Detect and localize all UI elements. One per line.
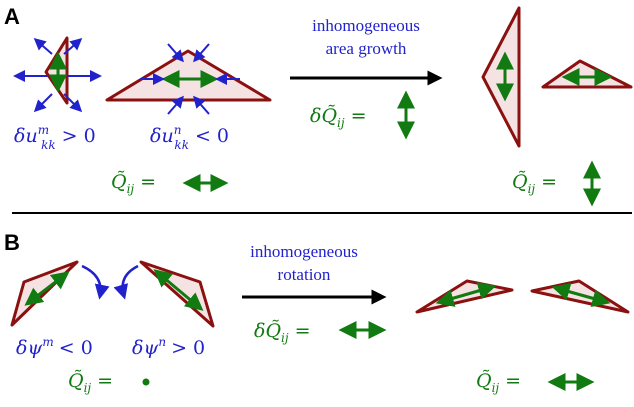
label-m-rot-rel: < 0 bbox=[59, 337, 93, 359]
triangle-m-b bbox=[10, 260, 79, 327]
label-n-sup: n bbox=[174, 123, 182, 137]
result-arrow-n-b bbox=[551, 282, 611, 308]
label-m-rot-sup: m bbox=[42, 335, 53, 349]
dq-b-symbol: δQ̃ bbox=[254, 320, 281, 342]
q-left-b-sub: ij bbox=[84, 381, 92, 395]
q-left-b-symbol: Q̃ bbox=[68, 370, 84, 392]
label-n-rotation: δψn > 0 bbox=[132, 335, 205, 359]
result-arrow-m-b bbox=[435, 282, 497, 307]
q-right-a-sub: ij bbox=[528, 182, 536, 196]
label-m-rel: > 0 bbox=[62, 125, 96, 147]
dq-label-a: δQ̃ij = bbox=[310, 105, 367, 130]
q-left-a-symbol: Q̃ bbox=[111, 171, 127, 193]
triangle-m-a-result bbox=[481, 6, 521, 148]
q-left-b-dot bbox=[142, 378, 150, 386]
q-right-a-symbol: Q̃ bbox=[512, 171, 528, 193]
label-n-rot-sup: n bbox=[158, 335, 166, 349]
dq-a-symbol: δQ̃ bbox=[310, 105, 337, 127]
triangle-n-a bbox=[105, 49, 272, 102]
triangle-n-a-result bbox=[541, 59, 633, 89]
triangle-n-b-result bbox=[530, 279, 630, 314]
label-m-strain: δum kk > 0 bbox=[14, 123, 96, 152]
triangle-m-a bbox=[44, 36, 69, 105]
label-m-delta: δu bbox=[14, 125, 38, 147]
process-b-line1: inhomogeneous bbox=[250, 242, 358, 261]
label-m-rotation: δψm < 0 bbox=[16, 335, 93, 359]
rotation-arrow-m bbox=[81, 264, 110, 300]
label-n-sub: kk bbox=[174, 138, 189, 152]
label-n-rot-symbol: δψ bbox=[132, 337, 159, 359]
process-a-line2: area growth bbox=[326, 39, 407, 58]
label-m-rot-symbol: δψ bbox=[16, 337, 43, 359]
q-left-a-sub: ij bbox=[127, 182, 135, 196]
label-m-sub: kk bbox=[41, 138, 56, 152]
process-a-line1: inhomogeneous bbox=[312, 16, 420, 35]
q-right-b-eq: = bbox=[505, 370, 521, 392]
dq-b-sub: ij bbox=[281, 331, 289, 345]
label-n-rot-rel: > 0 bbox=[171, 337, 205, 359]
director-arrow-n-b bbox=[153, 269, 204, 311]
dq-a-eq: = bbox=[351, 105, 367, 127]
q-right-b: Q̃ij = bbox=[476, 370, 521, 395]
expansion-arrows bbox=[13, 38, 102, 113]
triangle-n-b bbox=[139, 260, 215, 328]
director-arrow-m-b bbox=[24, 271, 70, 306]
panel-a-letter: A bbox=[4, 4, 20, 29]
q-left-a: Q̃ij = bbox=[111, 171, 156, 196]
triangle-m-b-result bbox=[415, 279, 514, 314]
q-right-a: Q̃ij = bbox=[512, 171, 557, 196]
label-n-rel: < 0 bbox=[195, 125, 229, 147]
rotation-arrow-n bbox=[113, 264, 139, 300]
dq-b-eq: = bbox=[295, 320, 311, 342]
q-left-b: Q̃ij = bbox=[68, 370, 113, 395]
process-b-line2: rotation bbox=[278, 265, 331, 284]
q-left-a-eq: = bbox=[140, 171, 156, 193]
dq-label-b: δQ̃ij = bbox=[254, 320, 311, 345]
q-right-b-sub: ij bbox=[492, 381, 500, 395]
contraction-arrows bbox=[140, 43, 240, 115]
q-left-b-eq: = bbox=[97, 370, 113, 392]
label-n-delta: δu bbox=[150, 125, 174, 147]
q-right-a-eq: = bbox=[541, 171, 557, 193]
panel-b-letter: B bbox=[4, 230, 20, 255]
q-right-b-symbol: Q̃ bbox=[476, 370, 492, 392]
dq-a-sub: ij bbox=[337, 116, 345, 130]
label-m-sup: m bbox=[38, 123, 49, 137]
label-n-strain: δun kk < 0 bbox=[150, 123, 229, 152]
